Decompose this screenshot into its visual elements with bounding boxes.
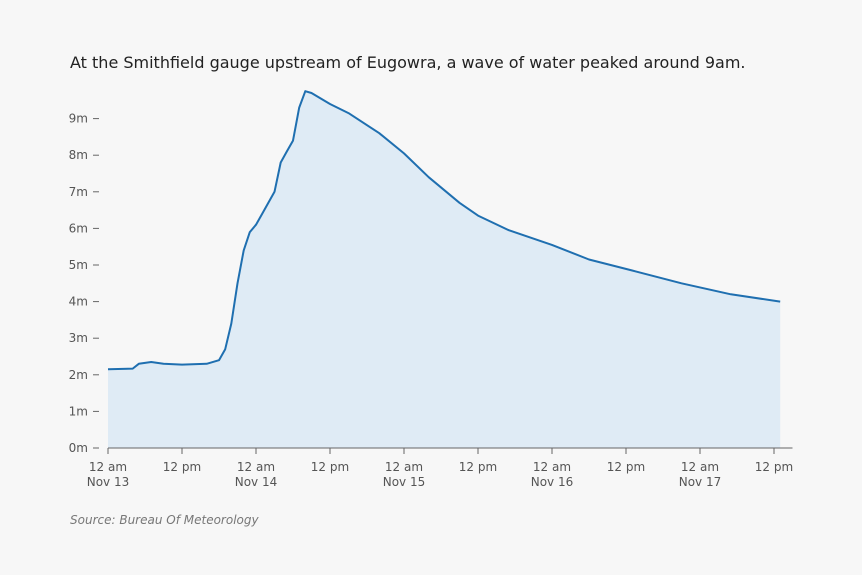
y-tick-label: 0m bbox=[69, 441, 88, 455]
x-tick-label: 12 am Nov 14 bbox=[235, 460, 278, 489]
x-tick-label: 12 pm bbox=[163, 460, 201, 474]
area bbox=[108, 91, 781, 448]
x-tick-label: 12 am Nov 15 bbox=[383, 460, 426, 489]
x-tick-label: 12 am Nov 16 bbox=[531, 460, 574, 489]
y-tick-label: 6m bbox=[69, 221, 88, 235]
y-tick-label: 7m bbox=[69, 185, 88, 199]
y-tick-label: 1m bbox=[69, 404, 88, 418]
y-tick-label: 2m bbox=[69, 368, 88, 382]
y-tick-label: 9m bbox=[69, 112, 88, 126]
y-tick-label: 5m bbox=[69, 258, 88, 272]
x-tick-label: 12 pm bbox=[311, 460, 349, 474]
x-tick-label: 12 am Nov 13 bbox=[87, 460, 130, 489]
x-tick-label: 12 pm bbox=[755, 460, 793, 474]
line bbox=[107, 90, 781, 371]
y-tick-label: 4m bbox=[69, 295, 88, 309]
y-tick-label: 3m bbox=[69, 331, 88, 345]
source-note: Source: Bureau Of Meteorology bbox=[70, 513, 259, 527]
x-tick-label: 12 pm bbox=[459, 460, 497, 474]
x-tick-label: 12 pm bbox=[607, 460, 645, 474]
y-tick-label: 8m bbox=[69, 148, 88, 162]
chart-title: At the Smithfield gauge upstream of Eugo… bbox=[70, 53, 746, 72]
x-tick-label: 12 am Nov 17 bbox=[679, 460, 722, 489]
